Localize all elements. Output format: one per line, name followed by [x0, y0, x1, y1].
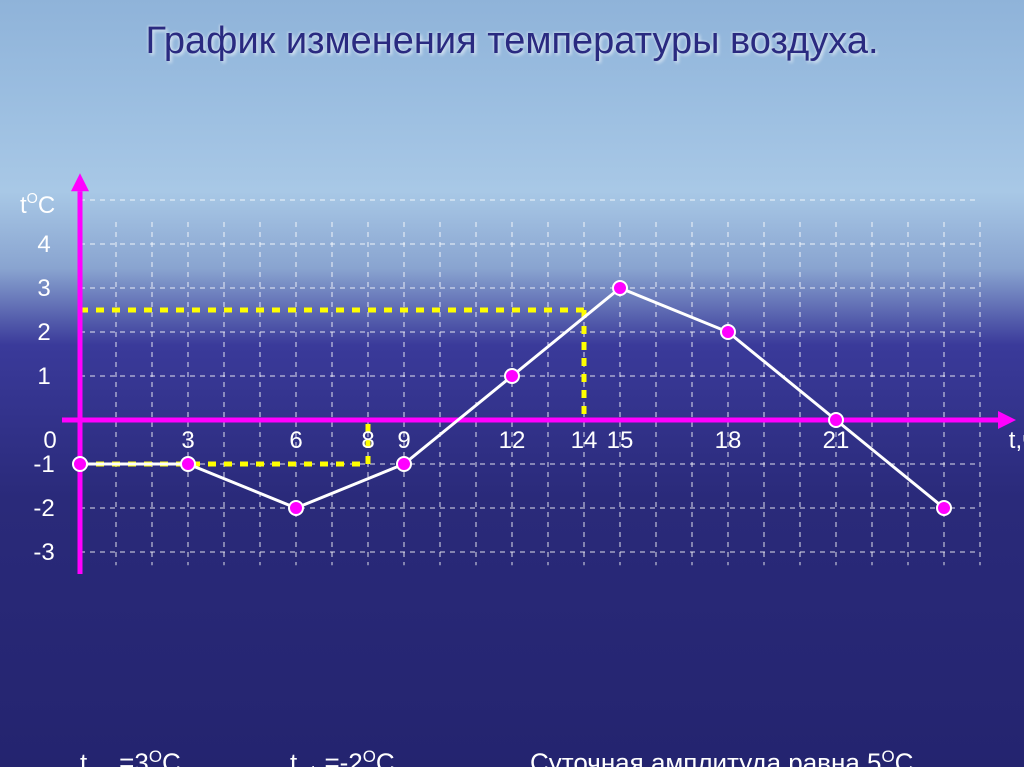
- svg-text:18: 18: [715, 427, 742, 454]
- svg-text:-2: -2: [33, 495, 54, 522]
- svg-text:0: 0: [43, 427, 56, 454]
- svg-text:2: 2: [37, 319, 50, 346]
- svg-text:8: 8: [361, 427, 374, 454]
- svg-text:-1: -1: [33, 451, 54, 478]
- svg-text:21: 21: [823, 427, 850, 454]
- temperature-chart: -3-2-11234036891214151821 tOCt,ч: [0, 0, 1024, 767]
- svg-text:3: 3: [37, 275, 50, 302]
- svg-text:6: 6: [289, 427, 302, 454]
- amplitude-text: Суточная амплитуда равна 5: [530, 748, 881, 767]
- svg-text:9: 9: [397, 427, 410, 454]
- svg-text:tOC: tOC: [20, 191, 55, 219]
- slide-root: График изменения температуры воздуха. -3…: [0, 0, 1024, 767]
- svg-text:4: 4: [37, 231, 50, 258]
- svg-text:14: 14: [571, 427, 598, 454]
- svg-text:-3: -3: [33, 539, 54, 566]
- svg-text:12: 12: [499, 427, 526, 454]
- svg-text:t,ч: t,ч: [1009, 427, 1024, 454]
- svg-text:15: 15: [607, 427, 634, 454]
- svg-text:3: 3: [181, 427, 194, 454]
- svg-text:1: 1: [37, 363, 50, 390]
